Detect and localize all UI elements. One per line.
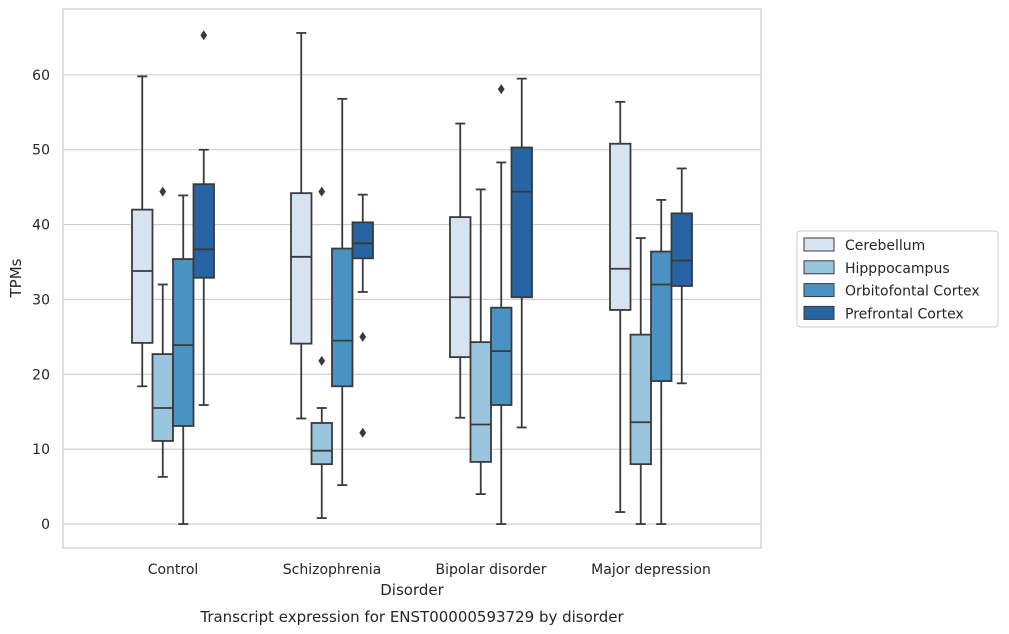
box-group [490, 84, 513, 525]
box-iqr [310, 422, 333, 466]
box-iqr [490, 306, 513, 406]
legend-swatch [803, 305, 835, 320]
y-axis-label: TPMs [7, 258, 25, 298]
boxes [131, 30, 693, 525]
box-iqr [351, 221, 374, 260]
box-group [351, 193, 374, 438]
box-iqr [192, 183, 215, 279]
box-iqr [670, 212, 693, 287]
box-group [310, 186, 333, 519]
x-tick-labels: Control Schizophrenia Bipolar disorder Majo… [148, 562, 711, 578]
chart-caption: Transcript expression for ENST0000059372… [199, 608, 624, 626]
legend-label: Cerebellum [845, 238, 925, 254]
box-group [131, 75, 154, 388]
x-tick-label: Schizophrenia [283, 562, 381, 578]
outlier-point [200, 30, 208, 41]
y-tick-label: 60 [32, 68, 50, 84]
outlier-point [359, 331, 367, 342]
x-tick-label: Major depression [591, 562, 711, 578]
box-iqr [629, 333, 652, 466]
outlier-point [497, 84, 505, 95]
box-group [331, 97, 354, 487]
box-iqr [151, 353, 174, 442]
box-group [670, 167, 693, 385]
box-group [151, 186, 174, 478]
y-tick-label: 40 [32, 218, 50, 234]
y-tick-labels: 0 10 20 30 40 50 60 [32, 68, 50, 533]
box-group [449, 122, 472, 419]
legend: Cerebellum Hipppocampus Orbitofontal Corte… [796, 230, 999, 328]
legend-swatch [803, 237, 835, 252]
box-group [510, 77, 533, 429]
outlier-point [318, 355, 326, 366]
y-tick-label: 0 [41, 517, 50, 533]
box-iqr [469, 341, 492, 463]
legend-label: Hipppocampus [845, 261, 950, 277]
box-iqr [650, 250, 673, 382]
box-iqr [510, 146, 533, 299]
x-tick-label: Bipolar disorder [435, 562, 546, 578]
box-group [609, 100, 632, 513]
box-group [469, 188, 492, 496]
box-group [290, 32, 313, 420]
box-iqr [131, 208, 154, 344]
legend-items: Cerebellum Hipppocampus Orbitofontal Corte… [803, 237, 980, 322]
outlier-point [159, 186, 167, 197]
legend-swatch [803, 283, 835, 298]
box-iqr [609, 142, 632, 311]
box-iqr [449, 216, 472, 359]
x-axis-label: Disorder [380, 581, 444, 599]
y-tick-label: 30 [32, 292, 50, 308]
legend-swatch [803, 260, 835, 275]
outlier-point [318, 186, 326, 197]
y-tick-label: 10 [32, 442, 50, 458]
box-iqr [172, 258, 195, 427]
box-group [172, 194, 195, 525]
x-tick-label: Control [148, 562, 199, 578]
y-tick-label: 20 [32, 367, 50, 383]
legend-frame [796, 230, 999, 328]
legend-label: Orbitofontal Cortex [845, 284, 980, 300]
plot-frame [62, 8, 762, 549]
box-group [629, 237, 652, 525]
box-group [192, 30, 215, 406]
box-group [650, 198, 673, 525]
box-iqr [331, 247, 354, 388]
box-iqr [290, 192, 313, 345]
legend-label: Prefrontal Cortex [845, 306, 964, 322]
outlier-point [359, 427, 367, 438]
y-tick-label: 50 [32, 143, 50, 159]
